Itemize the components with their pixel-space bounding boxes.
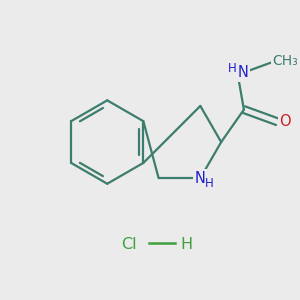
Text: H: H [205, 177, 214, 190]
Text: Cl: Cl [121, 237, 137, 252]
Text: H: H [181, 237, 193, 252]
Text: N: N [237, 65, 248, 80]
Text: O: O [279, 114, 291, 129]
Text: CH₃: CH₃ [272, 54, 298, 68]
Text: N: N [195, 171, 206, 186]
Text: H: H [227, 62, 236, 75]
